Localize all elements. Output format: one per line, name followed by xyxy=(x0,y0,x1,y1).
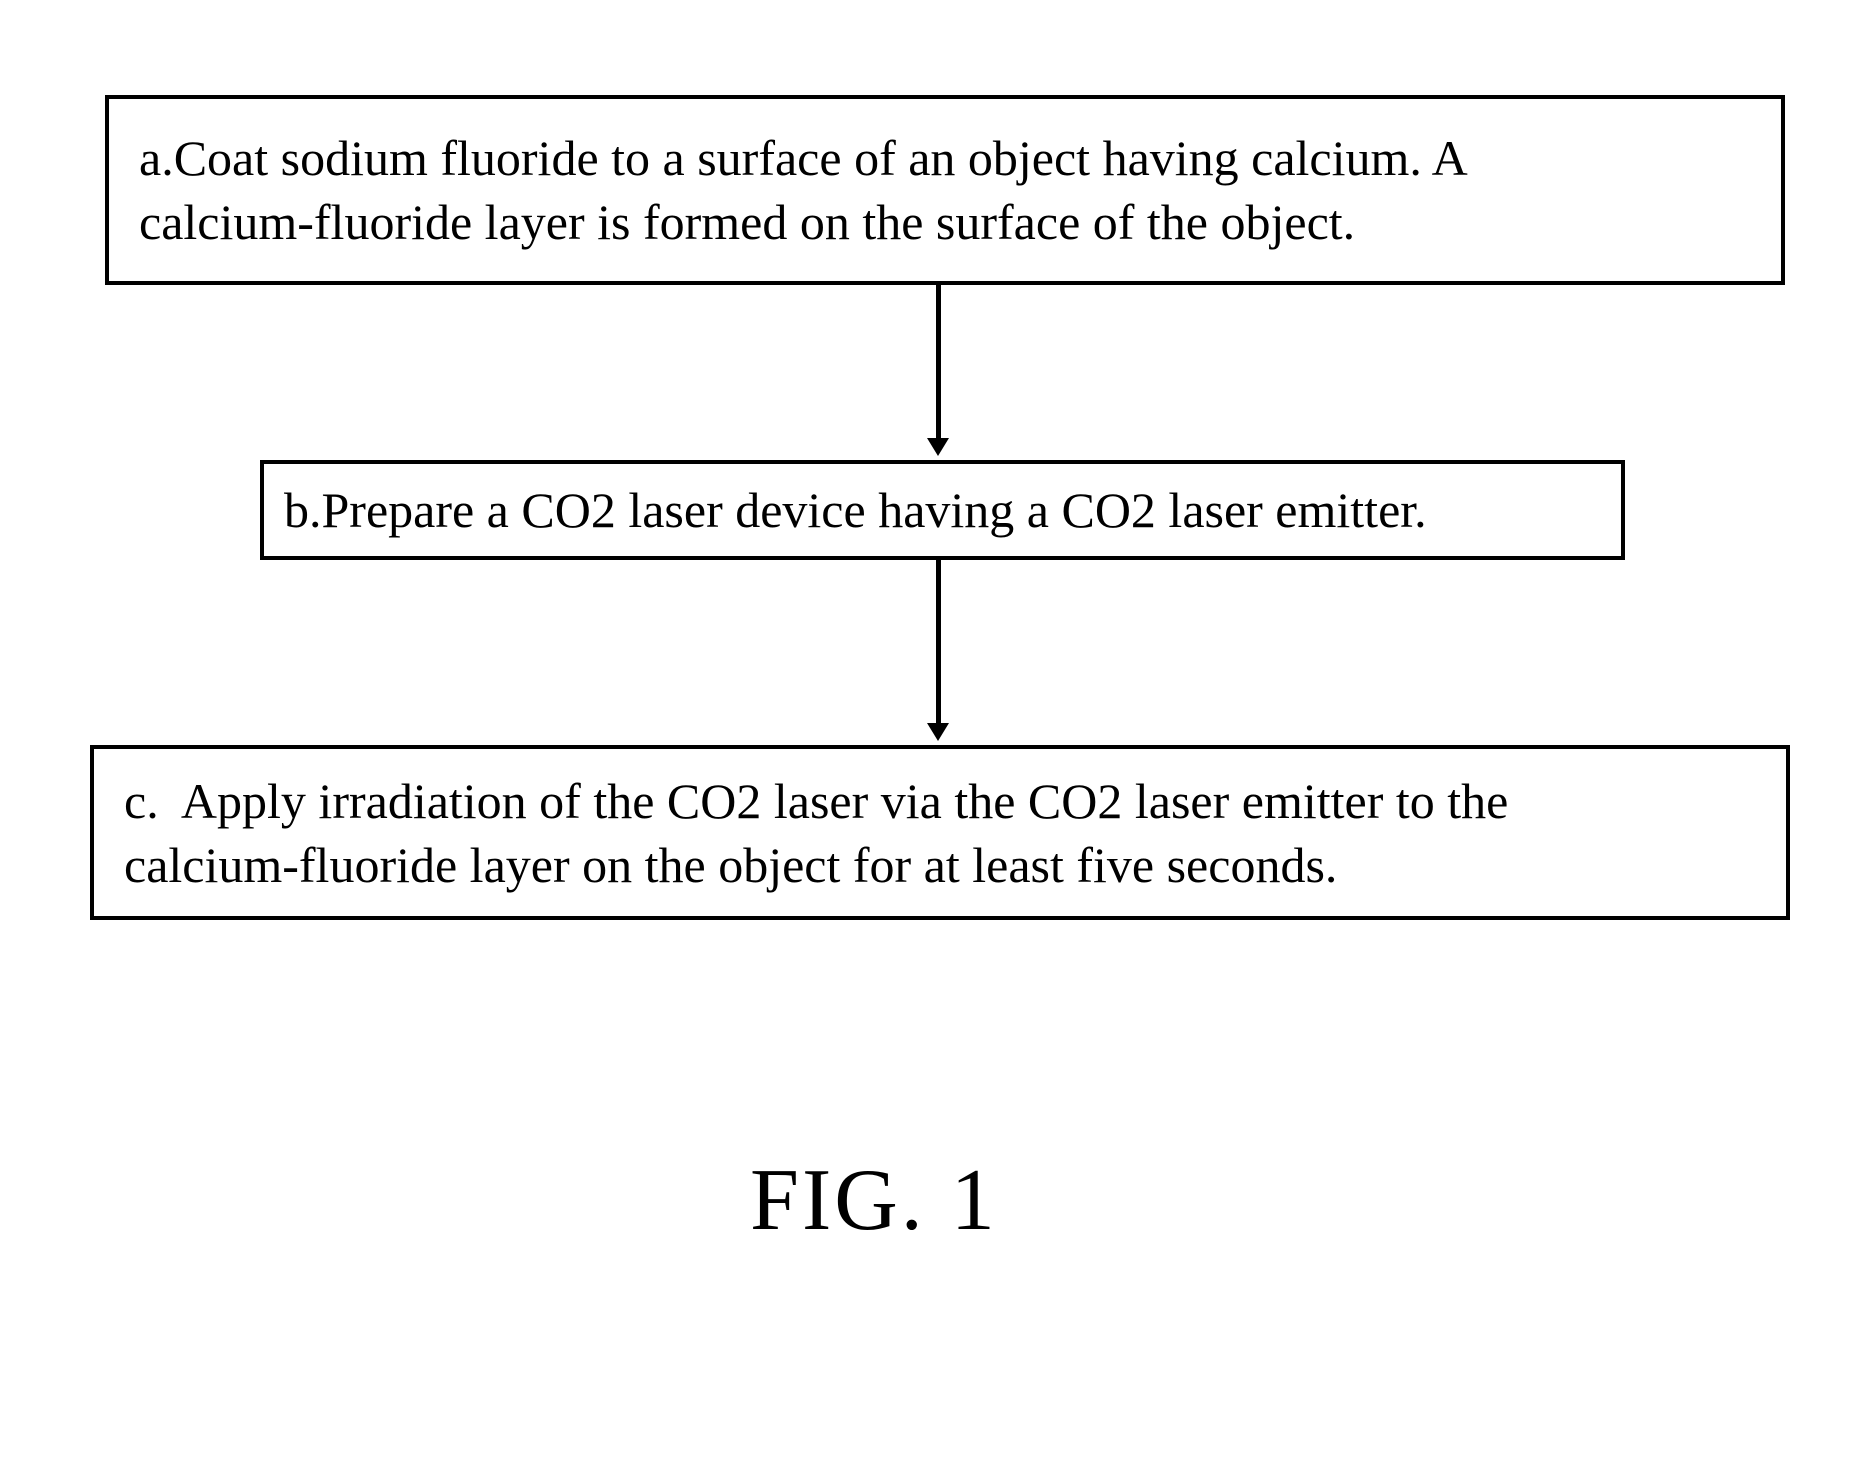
flow-step-c-text: c. Apply irradiation of the CO2 laser vi… xyxy=(124,769,1508,897)
flow-step-b-text: b.Prepare a CO2 laser device having a CO… xyxy=(284,478,1427,542)
flow-step-c: c. Apply irradiation of the CO2 laser vi… xyxy=(90,745,1790,920)
arrow-a-to-b-head xyxy=(927,438,949,456)
flow-step-b: b.Prepare a CO2 laser device having a CO… xyxy=(260,460,1625,560)
arrow-b-to-c-line xyxy=(936,560,941,727)
figure-caption: FIG. 1 xyxy=(750,1150,998,1251)
arrow-b-to-c-head xyxy=(927,723,949,741)
arrow-a-to-b-line xyxy=(936,285,941,442)
flowchart-canvas: a.Coat sodium fluoride to a surface of a… xyxy=(0,0,1875,1468)
flow-step-a: a.Coat sodium fluoride to a surface of a… xyxy=(105,95,1785,285)
flow-step-a-text: a.Coat sodium fluoride to a surface of a… xyxy=(139,126,1468,254)
